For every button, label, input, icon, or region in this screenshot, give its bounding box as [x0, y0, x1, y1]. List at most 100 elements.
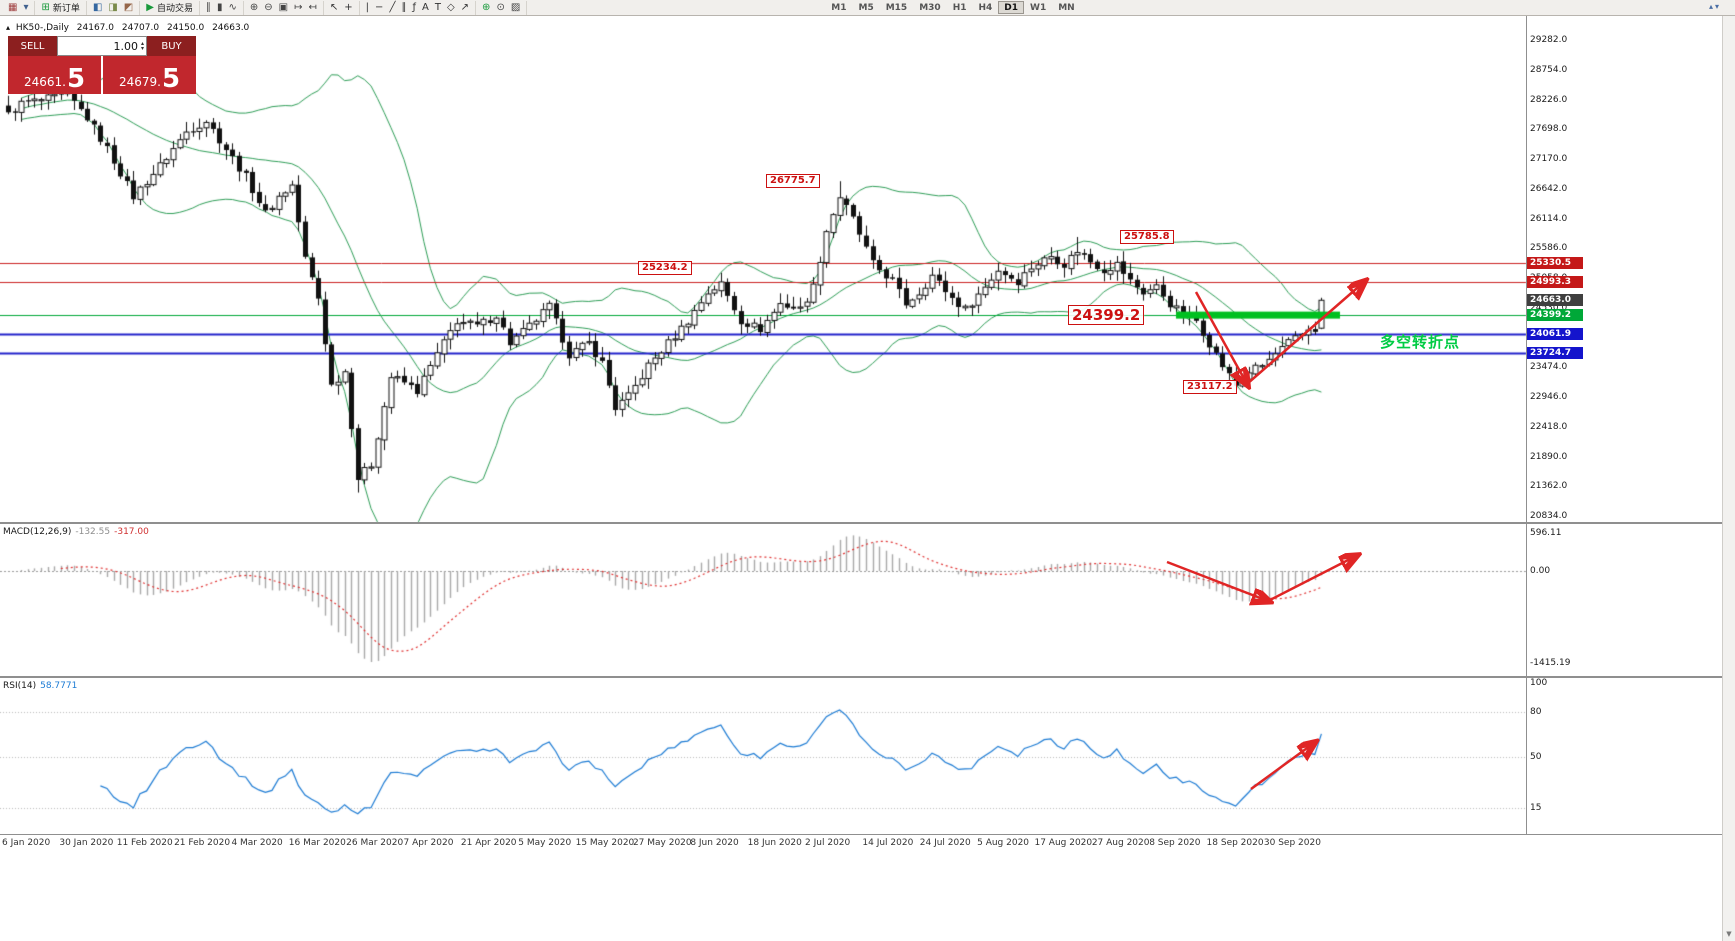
volume-down-icon[interactable]: ▾	[140, 45, 144, 52]
autotrade-button[interactable]: ▶ 自动交易	[143, 1, 196, 15]
vertical-line-icon: |	[365, 1, 370, 13]
timeframe-w1-button[interactable]: W1	[1030, 3, 1047, 13]
chart-list-button[interactable]: ▾	[20, 1, 31, 14]
channel-icon: ∥	[401, 1, 407, 13]
timeframe-h4-button[interactable]: H4	[978, 3, 993, 13]
rsi-name: RSI(14)	[3, 681, 37, 691]
line-chart-button[interactable]: ∿	[225, 1, 239, 14]
chart-ohlc-header: ▴ HK50-,Daily 24167.0 24707.0 24150.0 24…	[6, 23, 254, 33]
periods-button[interactable]: ⊙	[493, 1, 507, 14]
new-order-button[interactable]: ⊞ 新订单	[38, 1, 82, 15]
fibonacci-button[interactable]: ƒ	[409, 1, 419, 14]
shapes-button[interactable]: ◇	[444, 1, 458, 14]
sell-button[interactable]: SELL	[8, 36, 57, 56]
sell-price-frac: 5	[66, 64, 86, 94]
text-icon: A	[422, 1, 429, 13]
auto-scroll-icon: ↦	[294, 1, 303, 13]
macd-name: MACD(12,26,9)	[3, 527, 72, 537]
crosshair-button[interactable]: +	[341, 1, 355, 14]
data-window-button[interactable]: ◨	[105, 1, 120, 14]
trendline-icon: ╱	[389, 1, 396, 13]
sell-price-box[interactable]: 24661. 5	[8, 56, 101, 94]
channel-button[interactable]: ∥	[398, 1, 409, 14]
ohlc-high-value: 24707.0	[121, 23, 160, 33]
arrows-tool-button[interactable]: ↗	[458, 1, 472, 14]
timeframe-h1-button[interactable]: H1	[952, 3, 967, 13]
zoom-out-icon: ⊖	[264, 1, 273, 13]
timeframe-group: M1 M5 M15 M30 H1 H4 D1 W1 MN	[822, 1, 1083, 15]
scroll-down-icon[interactable]: ▼	[1726, 930, 1732, 938]
timeframe-m1-button[interactable]: M1	[831, 3, 847, 13]
timeframe-mn-button[interactable]: MN	[1058, 3, 1075, 13]
auto-scroll-button[interactable]: ↦	[291, 1, 305, 14]
separator-macd-rsi[interactable]	[0, 676, 1735, 678]
line-chart-icon: ∿	[228, 1, 237, 13]
volume-up-icon[interactable]: ▴	[140, 40, 144, 47]
buy-button[interactable]: BUY	[147, 36, 196, 56]
timeframe-d1-button[interactable]: D1	[998, 1, 1025, 14]
new-chart-button[interactable]: ▦	[5, 1, 20, 14]
vertical-scrollbar[interactable]: ▲ ▼	[1722, 0, 1735, 941]
navigator-button[interactable]: ◩	[121, 1, 136, 14]
toolbar-group: ⊕ ⊙ ▨	[476, 0, 528, 15]
trendline-button[interactable]: ╱	[386, 1, 398, 14]
bar-chart-button[interactable]: ∥	[203, 1, 214, 14]
indicators-button[interactable]: ⊕	[479, 1, 493, 14]
buy-price-frac: 5	[161, 64, 181, 94]
separator-price-axis	[1526, 16, 1527, 835]
toolbar-overflow-up-icon[interactable]: ▴	[1708, 2, 1713, 11]
time-axis[interactable]	[0, 835, 1526, 850]
separator-main-macd[interactable]	[0, 522, 1735, 524]
tile-windows-button[interactable]: ▣	[276, 1, 291, 14]
horizontal-line-icon: −	[375, 1, 384, 13]
timeframe-m5-button[interactable]: M5	[858, 3, 874, 13]
one-click-trading-panel: SELL 1.00 ▴ ▾ BUY 24661. 5 24679. 5	[8, 36, 196, 94]
buy-price-main: 24679.	[118, 75, 161, 89]
candle-chart-button[interactable]: ▮	[214, 1, 226, 14]
chart-shift-button[interactable]: ↤	[306, 1, 320, 14]
chart-list-icon: ▾	[23, 1, 29, 13]
sell-price-main: 24661.	[23, 75, 66, 89]
new-order-button-label: 新订单	[52, 4, 80, 14]
volume-field[interactable]: 1.00 ▴ ▾	[57, 36, 147, 56]
label-button[interactable]: T	[432, 1, 444, 14]
toolbar-group: ⊕ ⊖ ▣ ↦ ↤	[244, 0, 324, 15]
ohlc-open-value: 24167.0	[76, 23, 114, 33]
cursor-button[interactable]: ↖	[327, 1, 341, 14]
ohlc-close-value: 24663.0	[212, 23, 250, 33]
vertical-line-button[interactable]: |	[363, 1, 372, 14]
zoom-in-icon: ⊕	[249, 1, 259, 13]
price-axis[interactable]	[1526, 16, 1626, 835]
collapse-panel-icon[interactable]: ▴	[6, 23, 11, 32]
toolbar-group: ▦ ▾	[2, 0, 36, 15]
separator-time-axis	[0, 834, 1735, 835]
timeframe-m15-button[interactable]: M15	[885, 3, 908, 13]
ohlc-low-value: 24150.0	[166, 23, 205, 33]
text-button[interactable]: A	[419, 1, 432, 14]
market-watch-button[interactable]: ◧	[90, 1, 105, 14]
zoom-in-button[interactable]: ⊕	[247, 1, 261, 14]
toolbar-overflow-down-icon[interactable]: ▾	[1714, 2, 1719, 11]
toolbar-group: | − ╱ ∥ ƒ A T ◇ ↗	[360, 0, 477, 15]
autotrade-button-label: 自动交易	[156, 4, 193, 14]
new-order-icon: ⊞	[41, 1, 50, 13]
toolbar: ▦ ▾ ⊞ 新订单 ◧ ◨ ◩ ▶ 自动交易 ∥ ▮ ∿ ⊕ ⊖ ▣ ↦ ↤ ↖ + | − ╱ ∥ ƒ A T ◇ ↗ ⊕ ⊙ ▨ M1 M5…	[0, 0, 1735, 16]
buy-price-box[interactable]: 24679. 5	[103, 56, 196, 94]
toolbar-group: ◧ ◨ ◩	[87, 0, 141, 15]
volume-value[interactable]: 1.00	[113, 39, 138, 53]
macd-main-value: -132.55	[75, 527, 111, 537]
tile-windows-icon: ▣	[278, 1, 289, 13]
label-icon: T	[434, 1, 441, 13]
timeframe-m30-button[interactable]: M30	[919, 3, 941, 13]
toolbar-group: ∥ ▮ ∿	[200, 0, 244, 15]
zoom-out-button[interactable]: ⊖	[261, 1, 275, 14]
horizontal-line-button[interactable]: −	[372, 1, 386, 14]
macd-indicator-label: MACD(12,26,9) -132.55 -317.00	[3, 527, 149, 537]
volume-steppers: ▴ ▾	[140, 40, 144, 52]
indicators-icon: ⊕	[482, 1, 491, 13]
templates-button[interactable]: ▨	[508, 1, 523, 14]
chart-shift-icon: ↤	[308, 1, 317, 13]
shapes-icon: ◇	[446, 1, 455, 13]
